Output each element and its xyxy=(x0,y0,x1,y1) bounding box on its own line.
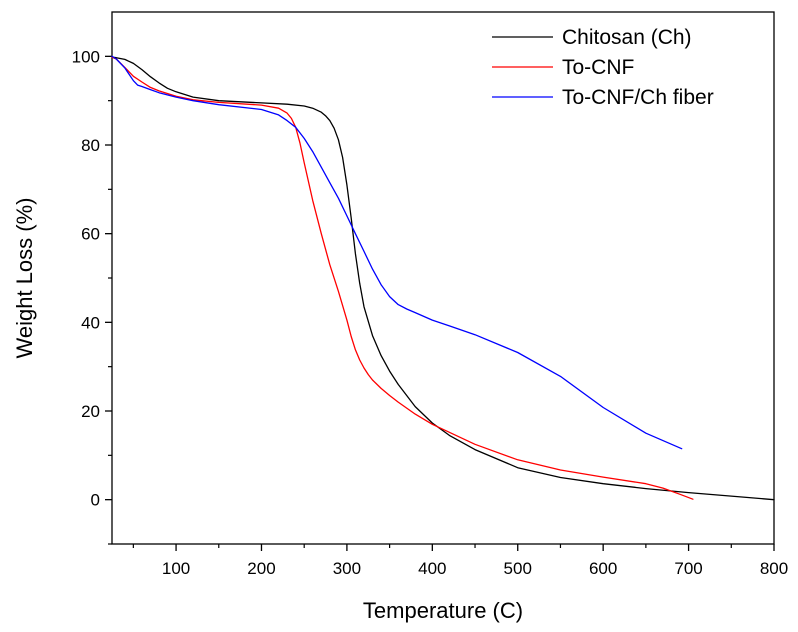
series-line-2 xyxy=(111,55,683,450)
legend-label-2: To-CNF/Ch fiber xyxy=(562,86,714,109)
legend-label-1: To-CNF xyxy=(562,56,634,79)
x-tick-label: 300 xyxy=(333,559,361,578)
x-tick-label: 800 xyxy=(760,559,788,578)
y-tick-label: 60 xyxy=(81,225,100,244)
series-line-1 xyxy=(111,56,694,500)
series-line-0 xyxy=(111,56,775,501)
y-tick-label: 0 xyxy=(91,491,100,510)
x-tick-label: 200 xyxy=(247,559,275,578)
x-tick-label: 500 xyxy=(504,559,532,578)
axis-ticks: 100 200 300 400 500 600 700 800 0 20 40 60 80 100 xyxy=(72,47,789,578)
x-tick-label: 100 xyxy=(162,559,190,578)
y-tick-label: 100 xyxy=(72,47,100,66)
x-tick-label: 700 xyxy=(674,559,702,578)
x-axis-title: Temperature (C) xyxy=(363,598,523,623)
x-tick-label: 600 xyxy=(589,559,617,578)
y-tick-label: 80 xyxy=(81,136,100,155)
legend-label-0: Chitosan (Ch) xyxy=(562,26,692,49)
y-tick-label: 20 xyxy=(81,402,100,421)
y-axis-title: Weight Loss (%) xyxy=(12,198,37,359)
y-tick-label: 40 xyxy=(81,313,100,332)
legend: Chitosan (Ch) To-CNF To-CNF/Ch fiber xyxy=(492,26,714,109)
x-tick-label: 400 xyxy=(418,559,446,578)
series-lines xyxy=(111,55,775,501)
